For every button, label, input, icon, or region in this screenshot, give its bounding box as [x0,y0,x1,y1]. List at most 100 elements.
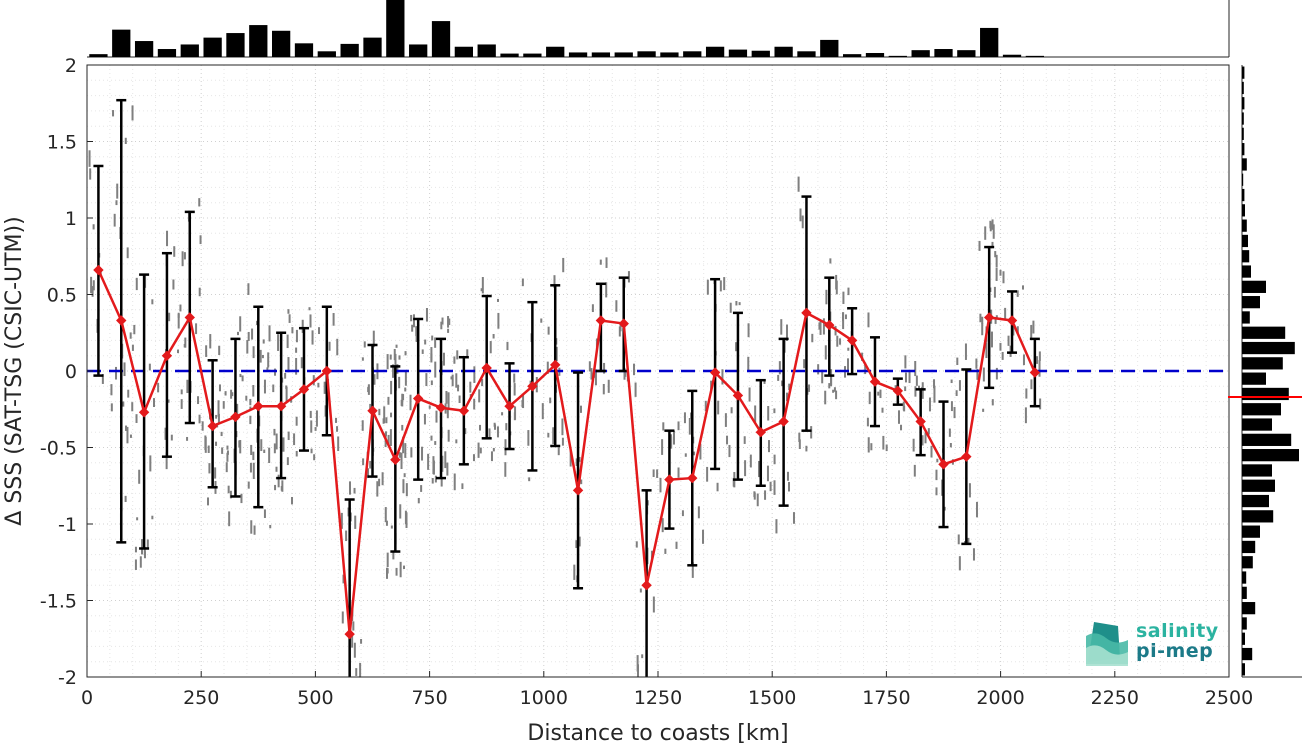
scatter-point [236,403,239,421]
scatter-point [263,379,266,394]
scatter-point [821,369,824,384]
scatter-point [555,346,558,362]
scatter-point [726,435,729,445]
scatter-point [341,611,344,624]
scatter-point [134,546,137,553]
top-histogram-bar [980,27,999,57]
x-axis-label: Distance to coasts [km] [527,721,788,745]
scatter-point [504,439,507,456]
scatter-point [308,307,311,311]
scatter-point [706,279,709,295]
scatter-point [488,428,491,439]
scatter-point [670,434,673,448]
series-point [253,400,264,412]
scatter-point [453,356,456,364]
scatter-point [396,364,399,374]
scatter-point [390,380,393,395]
scatter-point [180,399,183,409]
scatter-point [773,408,776,414]
top-histogram-bar [386,0,405,57]
scatter-point [1016,290,1019,297]
scatter-point [599,259,602,265]
top-histogram-bar [134,41,154,57]
scatter-point [116,183,119,199]
scatter-point [268,325,271,342]
scatter-point [844,314,847,320]
scatter-point [92,224,95,230]
scatter-point [661,518,664,533]
scatter-point [249,462,252,473]
scatter-point [591,304,594,313]
scatter-point [398,376,401,389]
scatter-point [897,410,900,424]
scatter-point [864,362,867,375]
scatter-point [549,397,552,404]
scatter-point [126,426,129,444]
scatter-point [423,413,426,425]
scatter-point [309,410,312,418]
scatter-point [172,279,175,290]
scatter-point [547,432,550,438]
scatter-point [832,389,835,393]
scatter-point [747,356,750,371]
scatter-point [198,414,201,424]
scatter-point [440,321,443,330]
scatter-point [956,357,959,366]
top-histogram-bar [1002,54,1022,57]
right-histogram-bar [1242,188,1245,202]
scatter-point [993,286,996,298]
scatter-point [506,341,509,351]
scatter-point [810,426,813,439]
scatter-point [505,423,508,431]
scatter-point [569,450,572,467]
scatter-point [664,548,667,554]
scatter-point [393,348,396,361]
scatter-point [683,412,686,424]
series-point [892,385,904,397]
scatter-point [492,447,495,452]
scatter-point [990,331,993,348]
scatter-point [824,390,827,405]
scatter-point [177,312,180,318]
scatter-point [115,366,118,380]
right-histogram-bar [1242,341,1295,355]
series-point [824,319,835,331]
scatter-point [527,430,530,446]
series-line [97,269,1037,635]
scatter-point [372,330,375,348]
scatter-point [310,448,313,454]
scatter-point [949,443,952,448]
scatter-point [968,483,971,498]
scatter-point [455,439,458,444]
scatter-point [877,391,880,396]
scatter-point [446,462,449,476]
top-histogram-bar [272,30,291,57]
top-histogram-bar [1025,55,1044,57]
scatter-point [1016,326,1019,334]
scatter-point [766,465,769,482]
scatter-point [994,319,997,324]
scatter-point [693,451,696,456]
scatter-point [677,421,680,431]
scatter-point [399,504,402,519]
scatter-point [681,510,684,517]
y-axis-ticks: 2 1.5 1 0.5 0 -0.5 -1 -1.5 -2 [40,55,93,689]
scatter-point [135,277,138,291]
scatter-point [989,222,992,232]
top-histogram-bar [112,29,131,57]
series-point [161,350,173,361]
scatter-point [247,481,250,489]
scatter-point [124,137,127,144]
scatter-point [763,379,766,384]
scatter-point [224,391,227,396]
scatter-point [444,451,447,469]
scatter-point [417,497,420,504]
scatter-point [803,359,806,369]
scatter-point [287,431,290,441]
series-point [938,459,949,470]
scatter-point [405,483,408,497]
scatter-point [241,375,244,382]
series-point [709,367,721,378]
x-tick-label: 500 [297,687,333,709]
right-histogram-bar [1242,647,1253,661]
